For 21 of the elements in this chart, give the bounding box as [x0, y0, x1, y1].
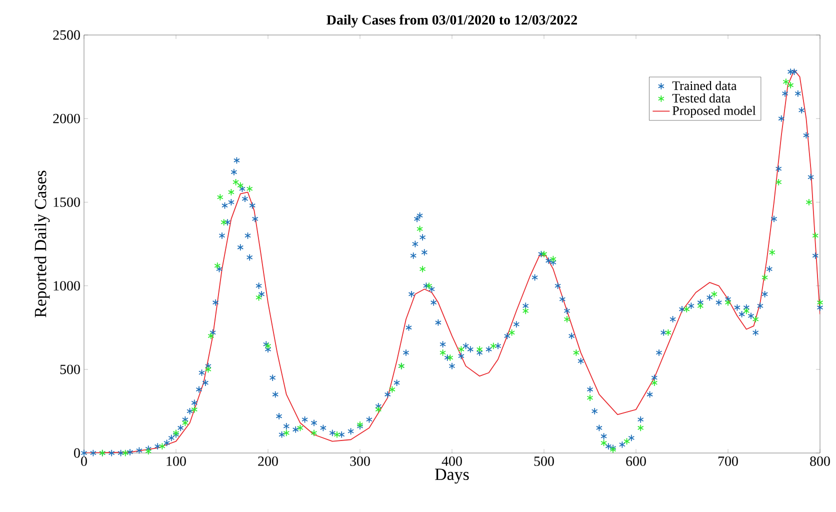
y-tick-label: 500	[60, 364, 80, 374]
legend-label: Tested data	[672, 93, 730, 103]
x-tick-label: 800	[810, 456, 830, 466]
y-tick-label: 1500	[54, 197, 80, 207]
x-tick-label: 400	[442, 456, 462, 466]
chart-title: Daily Cases from 03/01/2020 to 12/03/2022	[326, 14, 577, 28]
y-tick-label: 2000	[53, 114, 80, 124]
x-tick-label: 200	[258, 456, 278, 466]
x-tick-label: 100	[166, 456, 186, 466]
y-axis-title: Reported Daily Cases	[34, 170, 50, 318]
legend-label: Proposed model	[672, 106, 756, 118]
x-axis-title: Days	[435, 468, 469, 484]
x-tick-label: 0	[81, 456, 87, 466]
y-tick-label: 2500	[53, 30, 80, 40]
x-tick-label: 600	[626, 456, 646, 466]
x-tick-label: 300	[350, 456, 370, 466]
x-tick-label: 500	[534, 456, 554, 466]
y-tick-label: 1000	[54, 281, 80, 291]
y-tick-label: 0	[74, 448, 80, 458]
legend-label: Trained data	[672, 80, 737, 90]
x-tick-label: 700	[718, 456, 738, 466]
